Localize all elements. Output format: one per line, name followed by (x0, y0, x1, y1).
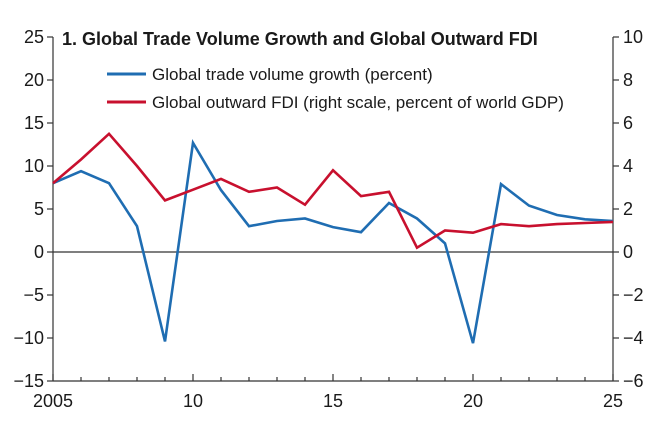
y-right-tick-label: −6 (623, 371, 644, 391)
x-tick-label: 10 (183, 391, 203, 411)
y-left-tick-label: 15 (24, 113, 44, 133)
y-right-tick-label: 8 (623, 70, 633, 90)
y-left-tick-label: 5 (34, 199, 44, 219)
x-tick-label: 15 (323, 391, 343, 411)
legend: Global trade volume growth (percent) Glo… (107, 65, 564, 112)
series-line-outward-fdi (52, 131, 614, 250)
y-right-tick-label: 2 (623, 199, 633, 219)
y-right-tick-label: 4 (623, 156, 633, 176)
y-right-tick-label: 6 (623, 113, 633, 133)
y-left-tick-label: 10 (24, 156, 44, 176)
y-right-tick-label: −4 (623, 328, 644, 348)
series-line-trade-volume (52, 138, 614, 344)
legend-label-trade: Global trade volume growth (percent) (152, 65, 433, 84)
x-tick-label: 20 (463, 391, 483, 411)
y-right-tick-label: −2 (623, 285, 644, 305)
series-layer (52, 131, 614, 344)
legend-label-fdi: Global outward FDI (right scale, percent… (152, 93, 564, 112)
y-right-tick-label: 10 (623, 27, 643, 47)
y-left-tick-label: −15 (13, 371, 44, 391)
y-left-tick-label: 20 (24, 70, 44, 90)
x-tick-label: 2005 (33, 391, 73, 411)
x-tick-label: 25 (603, 391, 623, 411)
axes (47, 36, 619, 382)
y-right-tick-label: 0 (623, 242, 633, 262)
y-left-tick-label: −10 (13, 328, 44, 348)
y-left-tick-label: 0 (34, 242, 44, 262)
chart-title: 1. Global Trade Volume Growth and Global… (62, 29, 538, 49)
y-left-tick-label: 25 (24, 27, 44, 47)
y-left-tick-label: −5 (23, 285, 44, 305)
